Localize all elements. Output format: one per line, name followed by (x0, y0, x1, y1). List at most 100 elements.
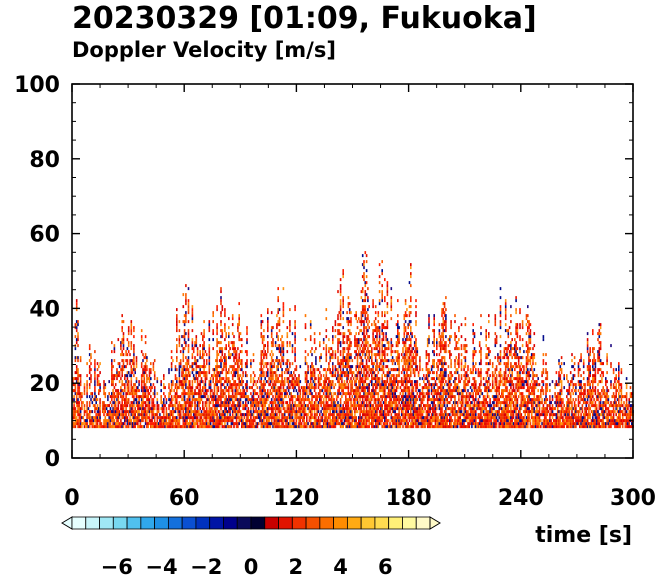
heatmap-cell-3918 (363, 401, 365, 405)
heatmap-cell-938 (156, 380, 159, 384)
heatmap-cell-1320 (189, 401, 191, 405)
heatmap-cell-357 (111, 416, 113, 420)
heatmap-cell-2409 (264, 344, 266, 348)
heatmap-cell-4689 (403, 422, 406, 426)
heatmap-cell-754 (140, 395, 143, 399)
heatmap-cell-1733 (217, 419, 220, 423)
heatmap-cell-67 (75, 305, 78, 309)
heatmap-cell-2638 (278, 380, 281, 384)
heatmap-cell-1090 (176, 398, 178, 402)
heatmap-cell-1024 (169, 410, 172, 414)
heatmap-cell-2679 (281, 383, 283, 387)
heatmap-cell-478 (120, 347, 122, 351)
heatmap-cell-1928 (228, 317, 230, 321)
heatmap-cell-2410 (265, 425, 268, 429)
heatmap-cell-1863 (224, 314, 226, 318)
heatmap-cell-2006 (233, 335, 235, 339)
heatmap-cell-1825 (222, 419, 225, 423)
heatmap-cell-4466 (389, 410, 391, 414)
heatmap-cell-4486 (390, 395, 393, 399)
heatmap-cell-1352 (191, 392, 194, 396)
heatmap-cell-2051 (237, 416, 239, 420)
heatmap-cell-2842 (293, 422, 295, 426)
heatmap-cell-2782 (287, 359, 290, 363)
heatmap-cell-4183 (374, 377, 377, 381)
heatmap-cell-4350 (382, 371, 385, 375)
heatmap-cell-4598 (397, 386, 399, 390)
heatmap-cell-1169 (181, 371, 183, 375)
heatmap-cell-3922 (363, 386, 365, 390)
heatmap-cell-4148 (373, 413, 376, 417)
heatmap-cell-696 (135, 422, 138, 426)
heatmap-cell-20 (73, 398, 75, 402)
heatmap-cell-1369 (191, 317, 194, 321)
heatmap-cell-1413 (195, 398, 198, 402)
heatmap-cell-1378 (192, 413, 195, 417)
heatmap-cell-192 (88, 344, 91, 348)
heatmap-cell-3925 (363, 374, 365, 378)
heatmap-cell-655 (131, 359, 134, 363)
heatmap-cell-2429 (267, 422, 269, 426)
heatmap-cell-413 (114, 410, 117, 414)
heatmap-cell-1222 (183, 338, 186, 342)
heatmap-cell-2960 (303, 422, 305, 426)
heatmap-cell-4596 (397, 398, 399, 402)
heatmap-cell-2117 (241, 422, 243, 426)
heatmap-cell-2452 (267, 320, 269, 324)
heatmap-cell-3853 (360, 404, 363, 408)
heatmap-cell-2128 (241, 362, 243, 366)
heatmap-cell-369 (111, 368, 113, 372)
heatmap-cell-2755 (286, 377, 289, 381)
heatmap-cell-2145 (242, 374, 244, 378)
heatmap-cell-4792 (407, 389, 409, 393)
heatmap-cell-3313 (329, 353, 331, 357)
heatmap-cell-3781 (356, 395, 359, 399)
heatmap-cell-452 (117, 338, 120, 342)
heatmap-cell-3867 (360, 338, 363, 342)
heatmap-cell-2188 (246, 362, 248, 366)
heatmap-cell-1518 (202, 338, 204, 342)
heatmap-cell-3448 (338, 338, 341, 342)
heatmap-cell-1201 (182, 293, 185, 297)
heatmap-cell-2264 (254, 401, 256, 405)
heatmap-cell-4646 (399, 416, 402, 420)
heatmap-cell-4329 (381, 311, 383, 315)
heatmap-cell-4982 (416, 368, 419, 372)
heatmap-cell-2337 (260, 350, 263, 354)
heatmap-cell-2994 (304, 314, 307, 318)
heatmap-cell-585 (127, 419, 130, 423)
heatmap-cell-1683 (215, 419, 217, 423)
heatmap-cell-2560 (274, 389, 277, 393)
heatmap-cell-1638 (211, 398, 213, 402)
heatmap-cell-1311 (187, 287, 190, 291)
heatmap-cell-2911 (298, 410, 300, 414)
heatmap-cell-2840 (291, 332, 294, 336)
heatmap-cell-3847 (360, 425, 363, 429)
heatmap-cell-4420 (386, 404, 389, 408)
heatmap-cell-3889 (361, 380, 364, 384)
heatmap-cell-4192 (374, 341, 377, 345)
heatmap-cell-995 (165, 416, 168, 420)
heatmap-cell-2104 (239, 395, 242, 399)
heatmap-cell-1899 (226, 389, 229, 393)
heatmap-cell-1630 (209, 380, 212, 384)
heatmap-cell-1854 (224, 362, 226, 366)
heatmap-cell-2376 (263, 404, 265, 408)
heatmap-cell-2334 (260, 359, 263, 363)
heatmap-cell-1555 (204, 386, 207, 390)
heatmap-cell-439 (117, 416, 120, 420)
heatmap-cell-3795 (356, 341, 359, 345)
heatmap-cell-1644 (212, 419, 214, 423)
heatmap-cell-1716 (216, 365, 218, 369)
heatmap-cell-2501 (270, 359, 273, 363)
heatmap-cell-1703 (216, 407, 218, 411)
heatmap-cell-4577 (395, 386, 398, 390)
heatmap-cell-1189 (182, 374, 185, 378)
heatmap-cell-4533 (393, 410, 395, 414)
heatmap-cell-3664 (348, 338, 351, 342)
heatmap-cell-3738 (354, 383, 356, 387)
heatmap-cell-2824 (291, 413, 294, 417)
heatmap-cell-1316 (189, 413, 191, 417)
heatmap-cell-4145 (373, 425, 376, 429)
heatmap-cell-1065 (173, 395, 175, 399)
